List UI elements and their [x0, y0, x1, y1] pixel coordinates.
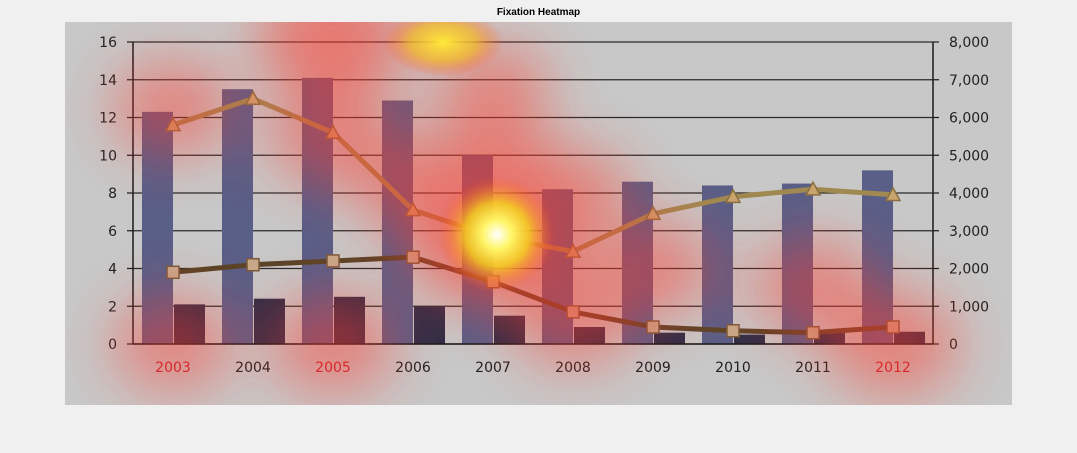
- left-tick-label: 14: [99, 73, 117, 89]
- square-marker: [326, 254, 340, 268]
- x-category-label: 2006: [395, 360, 431, 376]
- right-axis-ticks: 01,0002,0003,0004,0005,0006,0007,0008,00…: [933, 35, 989, 353]
- triangle-marker: [884, 186, 902, 202]
- x-category-label: 2011: [795, 360, 831, 376]
- heat-blob: [828, 292, 958, 396]
- right-tick-label: 7,000: [949, 73, 989, 89]
- bar-series2: [734, 334, 765, 344]
- left-tick-label: 8: [108, 186, 117, 202]
- triangle-marker: [244, 90, 262, 105]
- bar-series2: [414, 306, 445, 344]
- square-marker: [166, 265, 180, 280]
- heat-blob: [270, 294, 396, 394]
- square-marker: [246, 257, 260, 272]
- triangle-marker: [644, 205, 662, 221]
- triangle-marker: [724, 188, 742, 204]
- right-tick-label: 8,000: [949, 35, 989, 51]
- square-marker: [726, 324, 740, 338]
- x-category-label: 2007: [475, 360, 511, 376]
- left-tick-label: 6: [108, 224, 117, 240]
- right-tick-label: 6,000: [949, 111, 989, 127]
- left-tick-label: 0: [108, 337, 117, 353]
- fixation-hotspot-primary: [439, 176, 555, 293]
- right-tick-label: 2,000: [949, 262, 989, 278]
- right-tick-label: 3,000: [949, 224, 989, 240]
- heat-blob: [258, 22, 408, 99]
- x-category-label: 2009: [635, 360, 671, 376]
- left-tick-label: 12: [99, 111, 117, 127]
- square-marker: [646, 320, 660, 334]
- triangle-marker: [804, 180, 822, 196]
- bar-series1: [222, 89, 253, 344]
- fixation-heat-overlay: [113, 22, 958, 396]
- left-tick-label: 2: [108, 299, 117, 315]
- left-axis-ticks: 0 2 4 6 8 10 12 14 16: [99, 35, 133, 353]
- bar-series2: [654, 332, 685, 344]
- left-tick-label: 10: [99, 148, 117, 164]
- heat-blob: [113, 60, 233, 157]
- x-category-label: 2004: [235, 360, 271, 376]
- figure-title: Fixation Heatmap: [496, 7, 581, 18]
- right-tick-label: 4,000: [949, 186, 989, 202]
- x-category-label: 2010: [715, 360, 751, 376]
- heat-blob: [593, 220, 713, 317]
- right-tick-label: 1,000: [949, 299, 989, 315]
- left-tick-label: 4: [108, 262, 117, 278]
- left-tick-label: 16: [99, 35, 117, 51]
- right-tick-label: 5,000: [949, 148, 989, 164]
- heat-blob: [113, 296, 233, 392]
- fixation-hotspot-secondary: [383, 22, 503, 77]
